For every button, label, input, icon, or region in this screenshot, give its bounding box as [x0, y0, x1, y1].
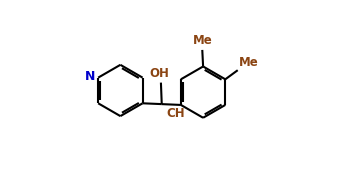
Text: N: N — [85, 70, 95, 83]
Text: Me: Me — [238, 56, 258, 69]
Text: CH: CH — [166, 107, 185, 120]
Text: OH: OH — [149, 67, 169, 80]
Text: Me: Me — [193, 34, 212, 47]
